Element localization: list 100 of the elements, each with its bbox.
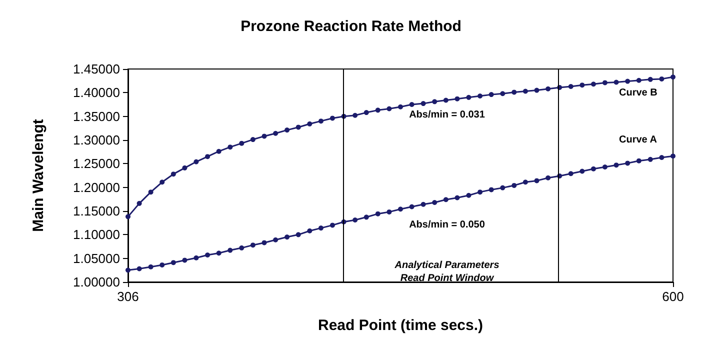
- point: [432, 200, 438, 205]
- point: [420, 202, 426, 207]
- point: [534, 178, 540, 184]
- point: [386, 106, 392, 112]
- point: [352, 112, 358, 118]
- point: [228, 144, 233, 150]
- point: [636, 78, 642, 83]
- point: [375, 108, 380, 113]
- point: [488, 187, 494, 192]
- point: [126, 268, 130, 273]
- point: [546, 175, 551, 180]
- point: [420, 101, 426, 106]
- point: [614, 80, 619, 85]
- point: [602, 80, 608, 86]
- point: [262, 134, 267, 139]
- point: [614, 162, 619, 168]
- point: [659, 76, 664, 82]
- point: [318, 226, 324, 231]
- point: [659, 155, 664, 160]
- point: [443, 98, 448, 103]
- annotation: Abs/min = 0.050: [409, 220, 486, 230]
- point: [625, 160, 630, 166]
- point: [466, 192, 472, 198]
- point: [148, 190, 154, 195]
- point: [239, 140, 244, 146]
- y-tick-label: 1.30000: [73, 132, 120, 148]
- y-tick-label: 1.40000: [73, 85, 120, 100]
- point: [330, 222, 335, 228]
- point: [296, 124, 301, 130]
- point: [580, 168, 585, 174]
- point: [409, 204, 414, 210]
- point: [364, 214, 369, 220]
- point: [580, 82, 585, 88]
- point: [126, 214, 130, 220]
- y-tick-label: 1.45000: [73, 62, 120, 76]
- point: [273, 130, 278, 136]
- point: [330, 116, 335, 121]
- point: [648, 156, 653, 162]
- point: [170, 172, 176, 177]
- point: [284, 128, 290, 133]
- point: [522, 180, 528, 185]
- point: [534, 88, 540, 93]
- series-label: Curve A: [619, 134, 657, 146]
- point: [398, 206, 403, 212]
- point: [454, 195, 460, 200]
- point: [375, 211, 380, 216]
- y-tick-label: 1.05000: [73, 250, 120, 266]
- point: [443, 197, 448, 202]
- y-tick-label: 1.15000: [73, 204, 120, 218]
- point: [148, 264, 154, 270]
- x-axis-title: Read Point (time secs.): [318, 317, 484, 334]
- point: [205, 252, 210, 258]
- chart-title: Prozone Reaction Rate Method: [240, 18, 462, 35]
- point: [318, 118, 324, 124]
- annotation: Abs/min = 0.031: [409, 110, 486, 120]
- x-tick-label: 600: [662, 289, 684, 304]
- point: [307, 228, 312, 234]
- point: [602, 164, 608, 170]
- point: [398, 104, 403, 110]
- point: [590, 166, 596, 172]
- point: [522, 88, 528, 94]
- point: [454, 96, 460, 102]
- annotation: Analytical Parameters Read Point Window: [394, 260, 500, 284]
- x-tick-label: 306: [117, 289, 139, 304]
- point: [364, 110, 369, 116]
- point: [136, 200, 142, 206]
- point: [409, 102, 414, 107]
- point: [160, 262, 165, 268]
- point: [284, 234, 290, 240]
- point: [670, 74, 676, 80]
- point: [194, 255, 199, 260]
- y-axis-title: Main Wavelengt: [30, 119, 47, 232]
- point: [262, 240, 267, 246]
- y-tick-label: 1.20000: [73, 180, 120, 195]
- point: [568, 84, 574, 90]
- point: [250, 242, 256, 248]
- point: [136, 266, 142, 272]
- y-tick-label: 1.00000: [73, 274, 120, 290]
- point: [500, 185, 506, 190]
- point: [478, 93, 483, 98]
- point: [205, 154, 210, 160]
- point: [239, 245, 244, 250]
- point: [194, 159, 199, 164]
- y-tick-label: 1.35000: [73, 108, 120, 124]
- point: [648, 76, 653, 82]
- point: [228, 248, 233, 253]
- y-tick-label: 1.10000: [73, 227, 120, 242]
- point: [170, 260, 176, 266]
- point: [432, 99, 438, 104]
- point: [352, 217, 358, 222]
- series-label: Curve B: [619, 88, 658, 99]
- point: [386, 209, 392, 214]
- point: [296, 232, 301, 238]
- point: [216, 250, 222, 256]
- point: [512, 90, 517, 95]
- point: [182, 165, 188, 170]
- point: [307, 121, 312, 126]
- point: [488, 92, 494, 98]
- point: [625, 78, 630, 84]
- point: [466, 94, 472, 100]
